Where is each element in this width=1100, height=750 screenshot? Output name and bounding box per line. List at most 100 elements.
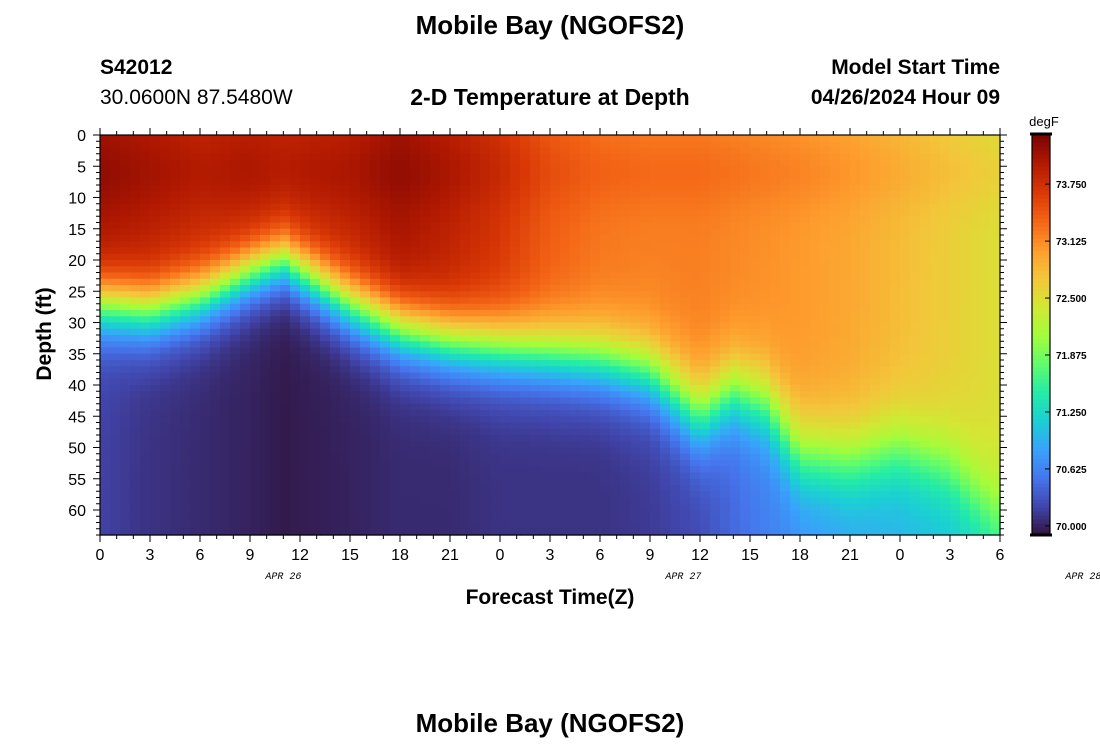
heatmap-cell bbox=[160, 310, 171, 317]
heatmap-cell bbox=[500, 397, 511, 405]
heatmap-cell bbox=[740, 153, 751, 161]
heatmap-cell bbox=[650, 210, 661, 217]
heatmap-cell bbox=[590, 153, 601, 161]
heatmap-cell bbox=[570, 353, 581, 361]
heatmap-cell bbox=[690, 272, 701, 280]
heatmap-cell bbox=[400, 328, 411, 336]
heatmap-cell bbox=[300, 235, 311, 242]
heatmap-cell bbox=[280, 353, 291, 361]
heatmap-cell bbox=[700, 172, 711, 180]
heatmap-cell bbox=[770, 385, 781, 392]
heatmap-cell bbox=[480, 278, 491, 286]
heatmap-cell bbox=[700, 322, 711, 330]
heatmap-cell bbox=[210, 441, 221, 449]
heatmap-cell bbox=[170, 147, 181, 155]
heatmap-cell bbox=[850, 485, 861, 492]
heatmap-cell bbox=[680, 416, 691, 424]
heatmap-cell bbox=[490, 191, 501, 199]
heatmap-cell bbox=[370, 497, 381, 505]
heatmap-cell bbox=[380, 503, 391, 511]
heatmap-cell bbox=[390, 391, 401, 399]
heatmap-cell bbox=[740, 203, 751, 211]
heatmap-cell bbox=[810, 303, 821, 311]
heatmap-cell bbox=[130, 478, 141, 486]
heatmap-cell bbox=[840, 372, 851, 380]
heatmap-cell bbox=[750, 185, 761, 192]
heatmap-cell bbox=[860, 160, 871, 167]
heatmap-cell bbox=[150, 141, 161, 149]
heatmap-cell bbox=[640, 360, 651, 367]
heatmap-cell bbox=[450, 210, 461, 217]
heatmap-cell bbox=[650, 216, 661, 224]
heatmap-cell bbox=[640, 441, 651, 449]
heatmap-cell bbox=[280, 472, 291, 480]
heatmap-cell bbox=[190, 497, 201, 505]
heatmap-cell bbox=[290, 522, 301, 530]
heatmap-cell bbox=[300, 378, 311, 386]
heatmap-cell bbox=[760, 241, 771, 249]
heatmap-cell bbox=[250, 378, 261, 386]
heatmap-cell bbox=[830, 310, 841, 317]
heatmap-cell bbox=[500, 460, 511, 467]
heatmap-cell bbox=[650, 141, 661, 149]
heatmap-cell bbox=[770, 278, 781, 286]
heatmap-cell bbox=[500, 510, 511, 517]
heatmap-cell bbox=[410, 341, 421, 349]
heatmap-cell bbox=[360, 147, 371, 155]
heatmap-cell bbox=[300, 228, 311, 236]
heatmap-cell bbox=[200, 353, 211, 361]
heatmap-cell bbox=[180, 385, 191, 392]
heatmap-cell bbox=[600, 372, 611, 380]
heatmap-cell bbox=[600, 353, 611, 361]
heatmap-cell bbox=[580, 272, 591, 280]
heatmap-cell bbox=[330, 135, 341, 142]
heatmap-cell bbox=[630, 397, 641, 405]
heatmap-cell bbox=[220, 391, 231, 399]
heatmap-cell bbox=[240, 516, 251, 524]
heatmap-cell bbox=[460, 403, 471, 411]
heatmap-cell bbox=[550, 503, 561, 511]
heatmap-cell bbox=[300, 372, 311, 380]
heatmap-cell bbox=[380, 266, 391, 274]
heatmap-cell bbox=[410, 322, 421, 330]
heatmap-cell bbox=[540, 453, 551, 461]
heatmap-cell bbox=[750, 435, 761, 442]
heatmap-cell bbox=[130, 210, 141, 217]
heatmap-cell bbox=[560, 322, 571, 330]
heatmap-cell bbox=[620, 247, 631, 255]
heatmap-cell bbox=[790, 378, 801, 386]
heatmap-cell bbox=[210, 141, 221, 149]
heatmap-cell bbox=[130, 435, 141, 442]
heatmap-cell bbox=[160, 485, 171, 492]
heatmap-cell bbox=[750, 141, 761, 149]
heatmap-cell bbox=[320, 153, 331, 161]
heatmap-cell bbox=[270, 428, 281, 436]
heatmap-cell bbox=[590, 335, 601, 342]
heatmap-cell bbox=[280, 228, 291, 236]
heatmap-cell bbox=[390, 272, 401, 280]
heatmap-cell bbox=[240, 478, 251, 486]
heatmap-cell bbox=[570, 247, 581, 255]
heatmap-cell bbox=[170, 297, 181, 305]
heatmap-cell bbox=[560, 147, 571, 155]
heatmap-cell bbox=[100, 503, 111, 511]
heatmap-cell bbox=[190, 210, 201, 217]
heatmap-cell bbox=[760, 485, 771, 492]
heatmap-cell bbox=[250, 341, 261, 349]
heatmap-cell bbox=[620, 303, 631, 311]
heatmap-cell bbox=[430, 241, 441, 249]
heatmap-cell bbox=[230, 328, 241, 336]
heatmap-cell bbox=[390, 466, 401, 474]
heatmap-cell bbox=[700, 366, 711, 374]
heatmap-cell bbox=[260, 366, 271, 374]
heatmap-cell bbox=[730, 260, 741, 267]
heatmap-cell bbox=[600, 472, 611, 480]
heatmap-cell bbox=[110, 210, 121, 217]
heatmap-cell bbox=[340, 241, 351, 249]
heatmap-cell bbox=[500, 241, 511, 249]
heatmap-cell bbox=[240, 378, 251, 386]
heatmap-cell bbox=[220, 228, 231, 236]
heatmap-cell bbox=[470, 228, 481, 236]
heatmap-cell bbox=[120, 185, 131, 192]
heatmap-cell bbox=[580, 247, 591, 255]
